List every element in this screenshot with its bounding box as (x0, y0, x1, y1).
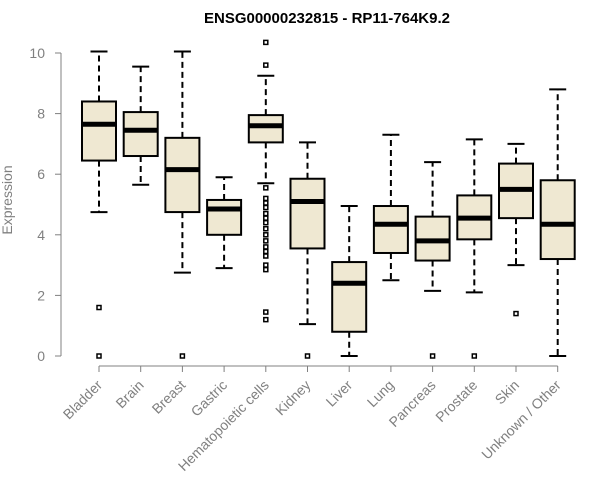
iqr-box (206, 198, 243, 236)
x-tick-label: Liver (323, 377, 356, 410)
outlier-point (263, 244, 269, 250)
chart-title: ENSG00000232815 - RP11-764K9.2 (204, 10, 450, 27)
box-group (372, 133, 409, 282)
outlier-point (263, 262, 269, 268)
box-group (289, 141, 326, 359)
outlier-point (263, 232, 269, 238)
outlier-point (96, 304, 102, 311)
iqr-box (247, 114, 284, 144)
outlier-point (263, 200, 269, 206)
iqr-box (539, 179, 576, 261)
y-axis-label: Expression (0, 165, 15, 234)
box-group (164, 50, 201, 359)
box-group (498, 142, 534, 317)
outlier-point (263, 266, 269, 273)
x-tick-label: Breast (149, 377, 189, 417)
iqr-box (289, 177, 326, 250)
box-group (81, 50, 117, 359)
y-tick-label: 0 (37, 348, 45, 364)
iqr-box (372, 205, 409, 254)
y-tick-label: 4 (37, 227, 45, 243)
x-tick-label: Unknown / Other (478, 377, 564, 463)
y-axis: 0 2 4 6 8 10 (29, 45, 62, 364)
outlier-point (304, 353, 311, 359)
outlier-point (263, 309, 269, 315)
x-tick-label: Kidney (272, 377, 314, 419)
outlier-point (263, 316, 269, 323)
x-tick-label: Lung (364, 377, 397, 410)
box-series (81, 39, 576, 359)
box-group (414, 161, 451, 359)
box-group (331, 205, 368, 357)
x-tick-label: Prostate (432, 377, 480, 425)
outlier-point (263, 195, 269, 202)
outlier-point (263, 253, 269, 259)
outlier-point (96, 353, 102, 359)
outlier-point (263, 39, 269, 46)
box-group (456, 138, 493, 359)
outlier-point (263, 219, 269, 226)
x-tick-label: Brain (112, 377, 146, 411)
y-tick-label: 10 (29, 45, 45, 61)
outlier-point (263, 185, 269, 191)
outlier-point (263, 215, 269, 221)
outlier-point (263, 210, 269, 217)
iqr-box (122, 111, 159, 158)
box-group (206, 176, 243, 270)
iqr-box (81, 100, 117, 162)
outlier-point (179, 353, 186, 359)
iqr-box (331, 261, 368, 333)
outlier-point (429, 353, 436, 359)
x-tick-label: Bladder (60, 377, 106, 423)
x-tick-label: Skin (492, 377, 523, 408)
y-tick-label: 2 (37, 287, 45, 303)
outlier-point (263, 248, 269, 255)
outlier-point (263, 204, 269, 211)
outlier-point (513, 310, 519, 317)
outlier-point (263, 62, 269, 68)
y-tick-label: 6 (37, 166, 45, 182)
y-tick-label: 8 (37, 106, 45, 122)
iqr-box (164, 136, 201, 214)
outlier-point (263, 238, 269, 244)
box-group (247, 39, 284, 323)
box-group (122, 65, 159, 186)
outlier-point (471, 353, 478, 359)
box-group (539, 88, 576, 357)
outlier-point (263, 225, 269, 232)
